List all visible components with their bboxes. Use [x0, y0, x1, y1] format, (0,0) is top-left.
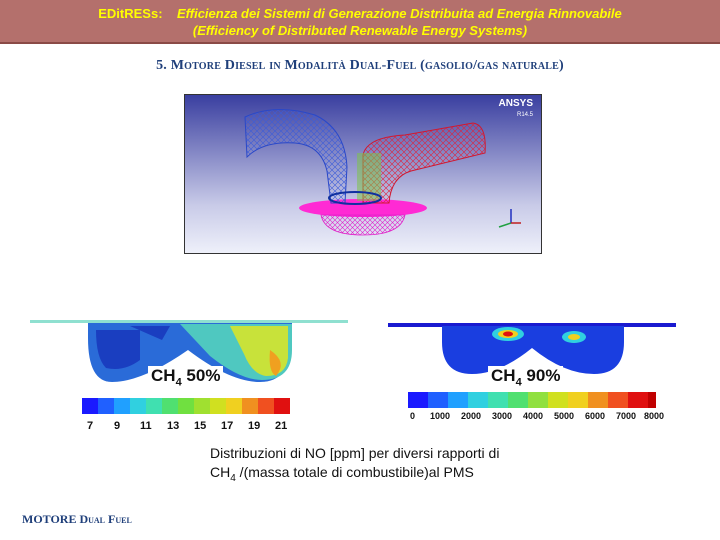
tick-label: 13: [167, 420, 180, 432]
tick-label: 0: [410, 411, 416, 421]
ansys-logo: ANSYS R14.5: [498, 98, 533, 119]
contour-shape-left: [30, 320, 348, 382]
slide-footer: MOTORE Dual Fuel: [22, 512, 132, 526]
tick-label: 9: [114, 420, 121, 432]
ch4-50-label: CH4 50%: [148, 366, 224, 389]
tick-label: 17: [221, 420, 234, 432]
tick-label: 19: [248, 420, 261, 432]
contour-shape-right: [388, 323, 676, 374]
tick-label: 5000: [554, 411, 575, 421]
tick-label: 7000: [616, 411, 637, 421]
tick-label: 6000: [585, 411, 606, 421]
ch4-90-label: CH4 90%: [488, 366, 564, 389]
tick-label: 3000: [492, 411, 513, 421]
tick-label: 21: [275, 420, 288, 432]
tick-label: 1000: [430, 411, 451, 421]
header-title-english: (Efficiency of Distributed Renewable Ene…: [192, 23, 528, 38]
header-title: Efficienza dei Sistemi di Generazione Di…: [176, 6, 622, 21]
contour-plot-ch4-90: CH4 90% 0 1000 2000 3000 4000 5000 6000 …: [388, 308, 678, 440]
tick-label: 8000: [644, 411, 665, 421]
caption-line-1: Distribuzioni di NO [ppm] per diversi ra…: [210, 445, 500, 461]
tick-label: 2000: [461, 411, 482, 421]
header-prefix: EDitRESs:: [98, 6, 163, 21]
engine-mesh-drawing: [244, 108, 521, 236]
slide-subtitle: 5. Motore Diesel in Modalità Dual-Fuel (…: [156, 58, 564, 73]
figure-caption: Distribuzioni di NO [ppm] per diversi ra…: [210, 444, 570, 488]
header-banner: EDitRESs: Efficienza dei Sistemi di Gene…: [0, 0, 720, 44]
tick-label: 7: [87, 420, 94, 432]
tick-label: 11: [140, 420, 152, 432]
colorbar-right: [408, 392, 656, 408]
tick-label: 4000: [523, 411, 544, 421]
tick-label: 15: [194, 420, 207, 432]
caption-line-2: CH4 /(massa totale di combustibile)al PM…: [210, 464, 474, 484]
mesh-image: ANSYS R14.5: [184, 94, 542, 254]
colorbar-left: [82, 398, 290, 414]
contour-plot-ch4-50: CH4 50% 7 9 11 13 15 17 19 21: [30, 310, 350, 440]
